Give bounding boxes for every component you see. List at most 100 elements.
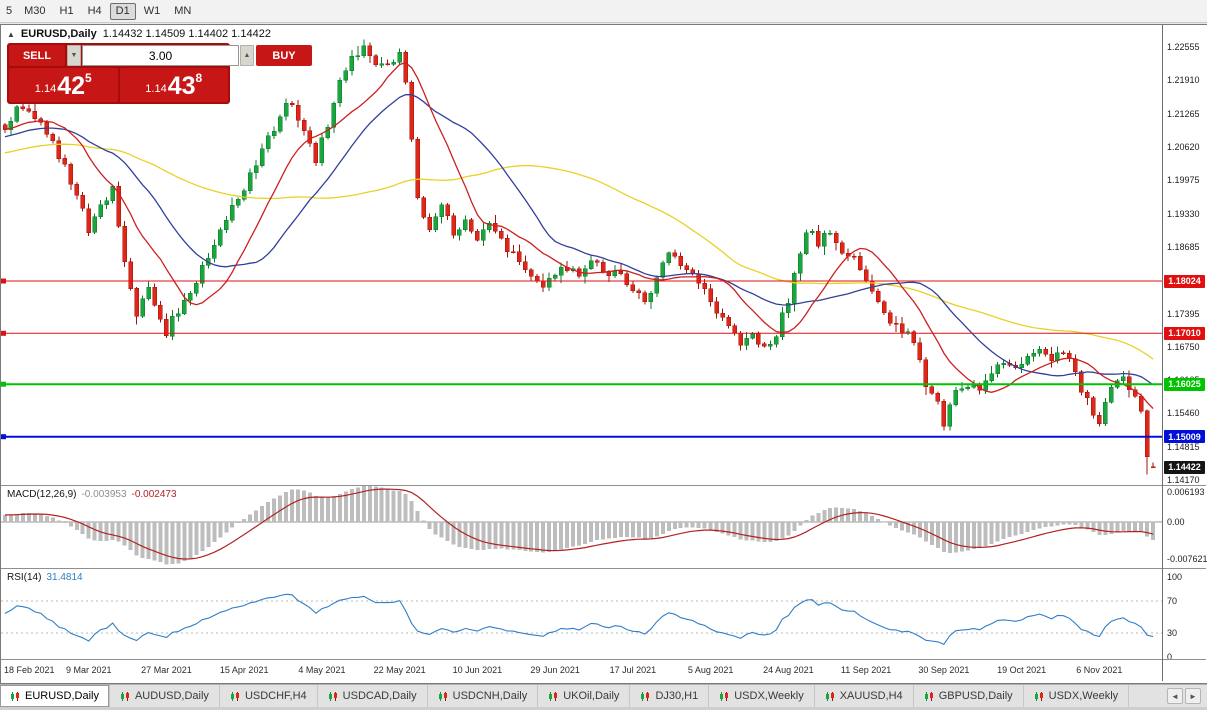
date-label: 5 Aug 2021 [687, 665, 734, 675]
date-label: 4 May 2021 [298, 665, 346, 675]
macd-signal-line [5, 488, 1154, 560]
date-label: 10 Jun 2021 [452, 665, 503, 675]
tab-label: DJ30,H1 [655, 690, 699, 702]
tabs-scroll-right-icon[interactable]: ► [1185, 688, 1201, 704]
macd-pane[interactable] [1, 486, 1162, 568]
timeframe-button-H4[interactable]: H4 [82, 3, 108, 20]
rsi-value: 31.4814 [46, 572, 83, 583]
macd-main-value: -0.003953 [81, 489, 127, 500]
rsi-pane[interactable] [1, 569, 1162, 659]
timeframe-button-MN[interactable]: MN [168, 3, 197, 20]
timeframe-button-M30[interactable]: M30 [18, 3, 51, 20]
rsi-axis-tick: 30 [1167, 628, 1178, 638]
date-label: 19 Oct 2021 [997, 665, 1047, 675]
date-label: 11 Sep 2021 [840, 665, 892, 675]
chart-tab-USDXWeekly[interactable]: USDX,Weekly [1024, 685, 1130, 707]
level-price-label: 1.17010 [1164, 326, 1205, 340]
date-label: 24 Aug 2021 [763, 665, 814, 675]
timeframe-button-D1[interactable]: D1 [109, 2, 136, 20]
chart-tab-XAUUSDH4[interactable]: XAUUSD,H4 [815, 685, 914, 707]
chart-tab-USDXWeekly[interactable]: USDX,Weekly [709, 685, 815, 707]
macd-signal-value: -0.002473 [131, 489, 177, 500]
candlestick-chart-icon [438, 691, 447, 701]
macd-indicator-label: MACD(12,26,9) -0.003953 -0.002473 [7, 489, 177, 500]
date-label: 9 Mar 2021 [65, 665, 112, 675]
chart-tab-GBPUSDDaily[interactable]: GBPUSD,Daily [914, 685, 1024, 707]
tab-label: USDCHF,H4 [244, 690, 307, 702]
price-tick: 1.19330 [1167, 208, 1200, 219]
rsi-axis-tick: 100 [1167, 572, 1183, 582]
price-axis-divider [1162, 25, 1163, 681]
rsi-indicator-label: RSI(14) 31.4814 [7, 572, 83, 583]
volume-down-icon[interactable]: ▼ [67, 45, 81, 66]
timeframe-button-W1[interactable]: W1 [138, 3, 167, 20]
chart-title: ▲ EURUSD,Daily 1.14432 1.14509 1.14402 1… [7, 28, 271, 40]
candlestick-chart-icon [825, 691, 834, 701]
chart-tab-AUDUSDDaily[interactable]: AUDUSD,Daily [110, 685, 220, 707]
date-label: 30 Sep 2021 [918, 665, 970, 675]
candlestick-series [2, 39, 1156, 475]
tab-label: XAUUSD,H4 [839, 690, 903, 702]
tab-scroll-controls: ◄ ► [1161, 685, 1207, 707]
candlestick-chart-icon [328, 691, 337, 701]
candlestick-chart-icon [720, 691, 729, 701]
macd-name: MACD(12,26,9) [7, 489, 77, 500]
tab-label: USDCNH,Daily [452, 690, 528, 702]
date-label: 27 Mar 2021 [141, 665, 192, 675]
price-tick: 1.22555 [1167, 42, 1200, 52]
price-tick: 1.21910 [1167, 75, 1200, 86]
sell-button[interactable]: SELL [9, 45, 65, 66]
date-label: 17 Jul 2021 [609, 665, 657, 675]
level-price-label: 1.18024 [1164, 274, 1205, 288]
bid-price-display[interactable]: 1.14 42 5 [9, 68, 118, 102]
chart-tab-USDCNHDaily[interactable]: USDCNH,Daily [428, 685, 539, 707]
timeframe-toolbar: 5 M30 H1 H4 D1 W1 MN [0, 0, 1207, 23]
chart-tab-UKOilDaily[interactable]: UKOil,Daily [538, 685, 631, 707]
price-tick: 1.14815 [1167, 441, 1200, 452]
candlestick-chart-icon [1034, 691, 1043, 701]
level-price-label: 1.16025 [1164, 377, 1205, 391]
moving-average-55 [4, 143, 1154, 360]
price-chart[interactable] [1, 25, 1162, 485]
volume-stepper: ▼ ▲ [67, 45, 254, 66]
window-edge [0, 707, 1207, 710]
rsi-axis-tick: 70 [1167, 596, 1178, 606]
price-tick: 1.15460 [1167, 408, 1200, 419]
pane-splitter-macd[interactable] [1, 485, 1206, 486]
tabs-scroll-left-icon[interactable]: ◄ [1167, 688, 1183, 704]
timeframe-button-5[interactable]: 5 [2, 3, 16, 20]
timeframe-button-H1[interactable]: H1 [54, 3, 80, 20]
chart-tab-bar: EURUSD,Daily AUDUSD,Daily USDCHF,H4 USDCAD,… [0, 684, 1207, 707]
price-tick: 1.19975 [1167, 175, 1200, 186]
buy-button[interactable]: BUY [256, 45, 312, 66]
ask-big-digits: 43 [167, 72, 196, 100]
candlestick-chart-icon [549, 691, 558, 701]
chart-symbol: EURUSD,Daily [20, 28, 97, 40]
macd-axis-tick: 0.006193 [1167, 487, 1205, 497]
ask-pipette: 8 [195, 71, 203, 85]
time-axis-divider [1, 659, 1206, 660]
chart-ohlc: 1.14432 1.14509 1.14402 1.14422 [102, 28, 271, 40]
candlestick-chart-icon [641, 691, 650, 701]
chart-tab-list: EURUSD,Daily AUDUSD,Daily USDCHF,H4 USDCAD,… [0, 685, 1130, 707]
pane-splitter-rsi[interactable] [1, 568, 1206, 569]
volume-up-icon[interactable]: ▲ [240, 45, 254, 66]
volume-input[interactable] [82, 45, 239, 66]
chart-window: 1.22555 1.21910 1.21265 1.20620 1.19975 1.193… [0, 24, 1207, 684]
bid-prefix: 1.14 [34, 83, 57, 95]
chart-tab-USDCHFH4[interactable]: USDCHF,H4 [220, 685, 318, 707]
chart-tab-DJ30H1[interactable]: DJ30,H1 [630, 685, 710, 707]
chart-tab-USDCADDaily[interactable]: USDCAD,Daily [318, 685, 428, 707]
macd-histogram [3, 486, 1156, 565]
ask-price-display[interactable]: 1.14 43 8 [119, 68, 228, 102]
date-label: 15 Apr 2021 [219, 665, 269, 675]
chart-tab-EURUSDDaily[interactable]: EURUSD,Daily [0, 685, 110, 707]
tab-label: UKOil,Daily [563, 690, 620, 702]
one-click-collapse-icon[interactable]: ▲ [7, 29, 15, 39]
price-tick: 1.16750 [1167, 341, 1200, 352]
price-tick: 1.14170 [1167, 475, 1200, 485]
tab-label: USDX,Weekly [734, 690, 804, 702]
tab-label: GBPUSD,Daily [938, 690, 1013, 702]
price-axis: 1.22555 1.21910 1.21265 1.20620 1.19975 1.193… [1163, 25, 1207, 681]
